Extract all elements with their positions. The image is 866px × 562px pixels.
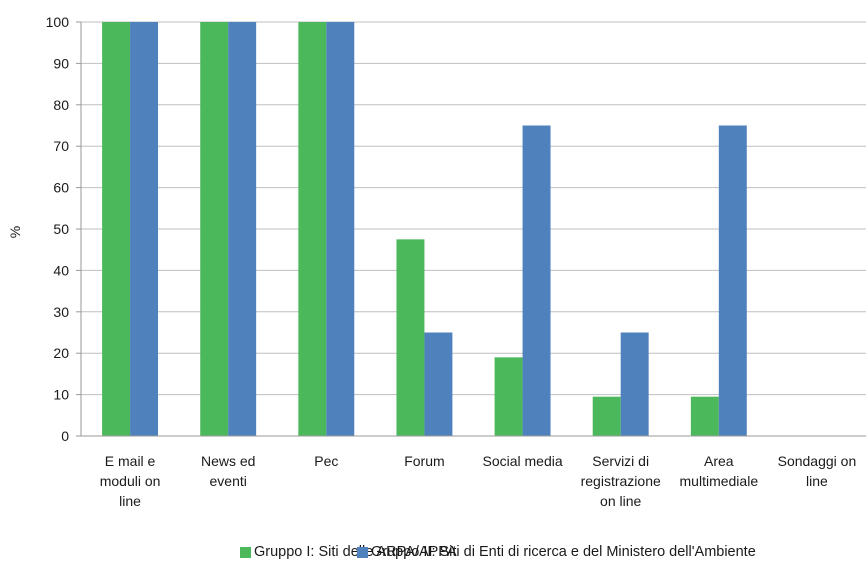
x-category-label: Sondaggi on line	[778, 453, 857, 489]
y-axis-label: %	[7, 226, 23, 238]
bar-series-2	[620, 332, 649, 436]
bar-series-1	[200, 22, 229, 436]
bar-series-2	[718, 125, 747, 436]
y-tick-label: 20	[53, 345, 69, 361]
gridlines	[76, 21, 866, 437]
y-tick-label: 80	[53, 97, 69, 113]
bar-series-2	[522, 125, 551, 436]
bar-series-1	[102, 22, 131, 436]
legend-label-series-2: Gruppo II: Siti di Enti di ricerca e del…	[371, 544, 756, 560]
y-tick-label: 40	[53, 262, 69, 278]
legend-swatch-series-1	[240, 546, 251, 558]
bar-series-1	[298, 22, 327, 436]
bar-series-2	[130, 22, 159, 436]
y-tick-label: 100	[46, 14, 70, 30]
legend-swatch-series-2	[357, 546, 368, 558]
bars	[102, 22, 747, 436]
bar-series-2	[228, 22, 257, 436]
y-tick-label: 0	[61, 428, 69, 444]
y-axis-ticks: 0 10 20 30 40 50 60 70 80 90 100	[46, 14, 70, 444]
legend-label-series-1: Gruppo I: Siti delle ARPA/APPA	[254, 544, 457, 560]
x-category-label: Servizi di registrazione on line	[581, 453, 661, 509]
bar-series-2	[326, 22, 355, 436]
y-tick-label: 70	[53, 138, 69, 154]
x-category-label: Social media	[482, 453, 562, 469]
x-category-label: Forum	[404, 453, 444, 469]
legend-item-series-2: Gruppo II: Siti di Enti di ricerca e del…	[357, 543, 756, 561]
bar-series-1	[592, 396, 621, 436]
legend: Gruppo I: Siti delle ARPA/APPA Gruppo II…	[0, 543, 866, 561]
y-tick-label: 60	[53, 180, 69, 196]
x-category-label: Pec	[314, 453, 338, 469]
bar-series-2	[424, 332, 453, 436]
x-axis-category-labels: E mail e moduli on line News ed eventi Pec For…	[100, 453, 857, 509]
y-tick-label: 10	[53, 387, 69, 403]
legend-item-series-1: Gruppo I: Siti delle ARPA/APPA	[240, 543, 457, 561]
bar-series-1	[690, 396, 719, 436]
x-category-label: News ed eventi	[201, 453, 255, 489]
x-category-label: Area multimediale	[680, 453, 759, 489]
bar-series-1	[494, 357, 523, 436]
y-tick-label: 90	[53, 55, 69, 71]
bar-series-1	[396, 239, 425, 436]
bar-chart: 0 10 20 30 40 50 60 70 80 90 100 % E mail e moduli …	[7, 14, 866, 509]
y-tick-label: 50	[53, 221, 69, 237]
x-category-label: E mail e moduli on line	[100, 453, 161, 509]
y-tick-label: 30	[53, 304, 69, 320]
